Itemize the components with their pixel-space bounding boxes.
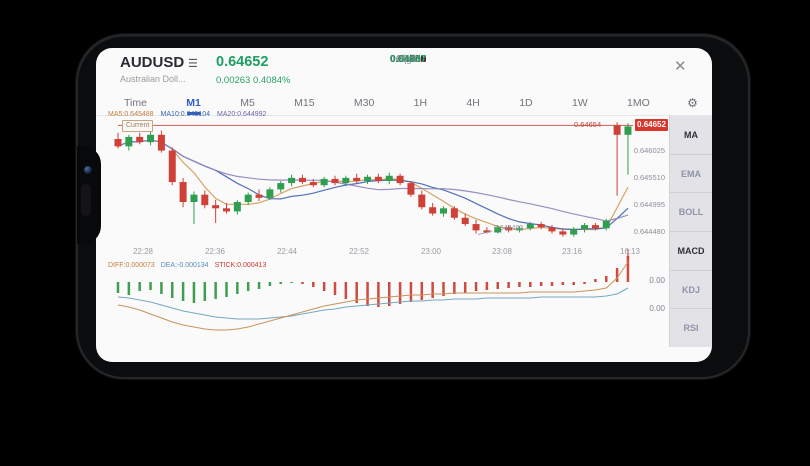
ma5-legend: MA5:0.645488 bbox=[108, 111, 154, 118]
symbol-name[interactable]: AUDUSD bbox=[120, 54, 185, 71]
price-axis-label: 0.645510 bbox=[633, 173, 665, 182]
macd-zero-label: 0.00 bbox=[649, 276, 665, 285]
sidebar-item-rsi[interactable]: RSI bbox=[683, 323, 699, 334]
ma20-legend: MA20:0.644992 bbox=[216, 111, 267, 118]
macd-dea-legend: DEA:-0.000134 bbox=[160, 262, 209, 269]
tab-m30[interactable]: M30 bbox=[353, 96, 375, 109]
app-screen: AUDUSD ☰ Australian Doll... 0.64652 0.00… bbox=[96, 48, 712, 362]
time-axis-label: 22:52 bbox=[348, 247, 370, 256]
price-change: 0.00263 0.4084% bbox=[216, 75, 291, 86]
current-price-tooltip: Current bbox=[122, 120, 154, 132]
current-line-price-label: 0.64654 bbox=[574, 120, 602, 129]
gear-icon[interactable]: ⚙ bbox=[687, 95, 698, 110]
symbol-menu-icon[interactable]: ☰ bbox=[188, 58, 198, 70]
time-axis-label: 22:44 bbox=[276, 247, 298, 256]
sidebar-item-boll[interactable]: BOLL bbox=[670, 193, 712, 233]
tab-1w[interactable]: 1W bbox=[571, 96, 588, 109]
ma10-legend: MA10:0.645104 bbox=[160, 111, 210, 118]
price-axis-label: 0.644480 bbox=[633, 227, 665, 236]
front-camera bbox=[84, 166, 92, 174]
time-axis-label: 22:28 bbox=[132, 247, 154, 256]
time-axis-label: 23:08 bbox=[491, 247, 513, 256]
close-icon[interactable]: ✕ bbox=[674, 58, 687, 75]
tab-1d[interactable]: 1D bbox=[519, 96, 533, 109]
time-axis-label: 22:36 bbox=[204, 247, 226, 256]
tab-1h[interactable]: 1H bbox=[413, 96, 428, 109]
sidebar-item-kdj[interactable]: KDJ bbox=[670, 271, 712, 310]
low-annotation: 0.644483 bbox=[494, 225, 524, 232]
sidebar-item-ma[interactable]: MA bbox=[670, 116, 712, 155]
time-axis-label: 16:13 bbox=[619, 247, 641, 256]
sidebar-item-macd[interactable]: MACD bbox=[670, 232, 712, 271]
tab-m1[interactable]: M1 bbox=[186, 96, 201, 109]
last-price: 0.64652 bbox=[216, 54, 269, 70]
tab-time[interactable]: Time bbox=[124, 96, 147, 109]
tab-4h[interactable]: 4H bbox=[466, 96, 480, 109]
tab-1mo[interactable]: 1MO bbox=[627, 96, 650, 109]
time-axis-label: 23:00 bbox=[420, 247, 442, 256]
symbol-description: Australian Doll... bbox=[120, 74, 186, 84]
candlestick-chart[interactable] bbox=[104, 116, 644, 348]
macd-zero-label: 0.00 bbox=[649, 304, 665, 313]
time-axis-label: 23:16 bbox=[561, 247, 583, 256]
macd-diff-legend: DIFF:0.000073 bbox=[108, 262, 155, 269]
quote-header: AUDUSD ☰ Australian Doll... 0.64652 0.00… bbox=[120, 54, 687, 86]
tab-m5[interactable]: M5 bbox=[240, 96, 255, 109]
price-axis-label: 0.646025 bbox=[633, 146, 665, 155]
camera-notch bbox=[77, 146, 101, 244]
macd-stick-legend: STICK:0.000413 bbox=[214, 262, 267, 269]
indicator-sidebar: MA EMA BOLL MACD KDJ RSI bbox=[669, 116, 712, 347]
tab-m15[interactable]: M15 bbox=[294, 96, 315, 109]
last-price-badge: 0.64652 bbox=[635, 119, 668, 131]
chart-content: MA5:0.645488 MA10:0.645104 MA20:0.644992… bbox=[96, 111, 712, 362]
phone-frame: AUDUSD ☰ Australian Doll... 0.64652 0.00… bbox=[77, 36, 748, 377]
sidebar-item-ema[interactable]: EMA bbox=[670, 155, 712, 194]
price-axis-label: 0.644995 bbox=[633, 200, 665, 209]
timeframe-tabs: Time M1 M5 M15 M30 1H 4H 1D 1W 1MO ⚙ bbox=[96, 90, 712, 116]
earpiece-speaker bbox=[81, 184, 91, 216]
ma-legend: MA5:0.645488 MA10:0.645104 MA20:0.644992 bbox=[108, 111, 266, 118]
macd-legend: DIFF:0.000073 DEA:-0.000134 STICK:0.0004… bbox=[108, 262, 266, 269]
